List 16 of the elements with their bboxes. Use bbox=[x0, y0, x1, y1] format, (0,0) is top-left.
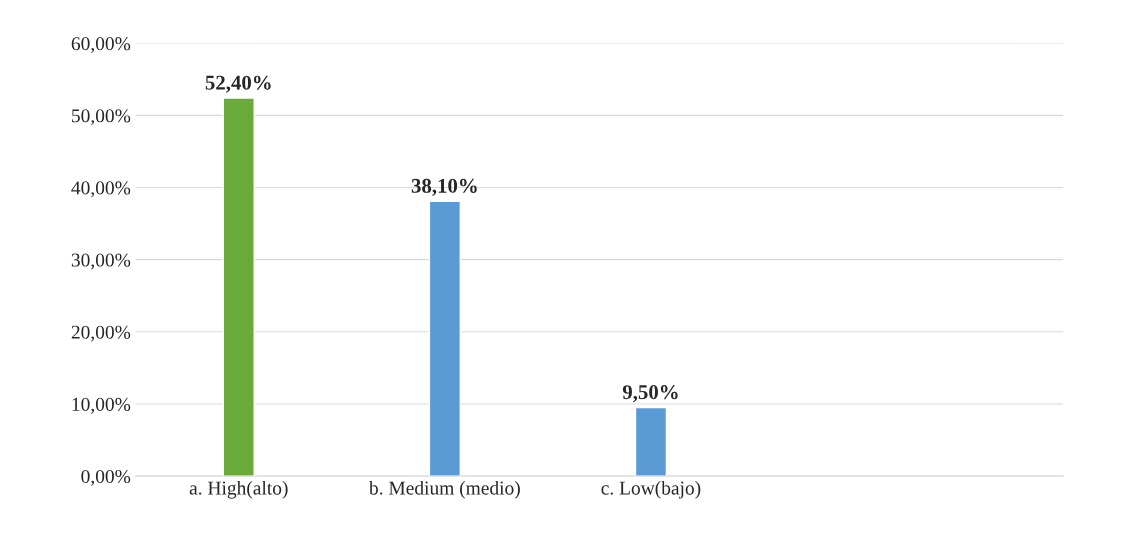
data-label: 38,10% bbox=[411, 178, 477, 196]
y-tick-label: 40,00% bbox=[71, 181, 131, 198]
x-tick-label: a. High(alto) bbox=[189, 480, 288, 499]
y-tick-label: 50,00% bbox=[72, 109, 131, 126]
data-label: 52,40% bbox=[205, 75, 271, 93]
x-tick-label: c. Low(bajo) bbox=[601, 480, 701, 499]
bar bbox=[222, 97, 255, 477]
bar bbox=[428, 200, 462, 477]
bar bbox=[634, 406, 668, 477]
y-tick-label: 20,00% bbox=[71, 325, 131, 342]
data-label: 9,50% bbox=[622, 385, 678, 403]
y-tick-label: 60,00% bbox=[71, 37, 131, 54]
y-tick-label: 30,00% bbox=[71, 253, 131, 270]
y-tick-label: 0,00% bbox=[81, 469, 131, 486]
y-tick-label: 10,00% bbox=[72, 397, 131, 414]
x-tick-label: b. Medium (medio) bbox=[368, 480, 520, 499]
